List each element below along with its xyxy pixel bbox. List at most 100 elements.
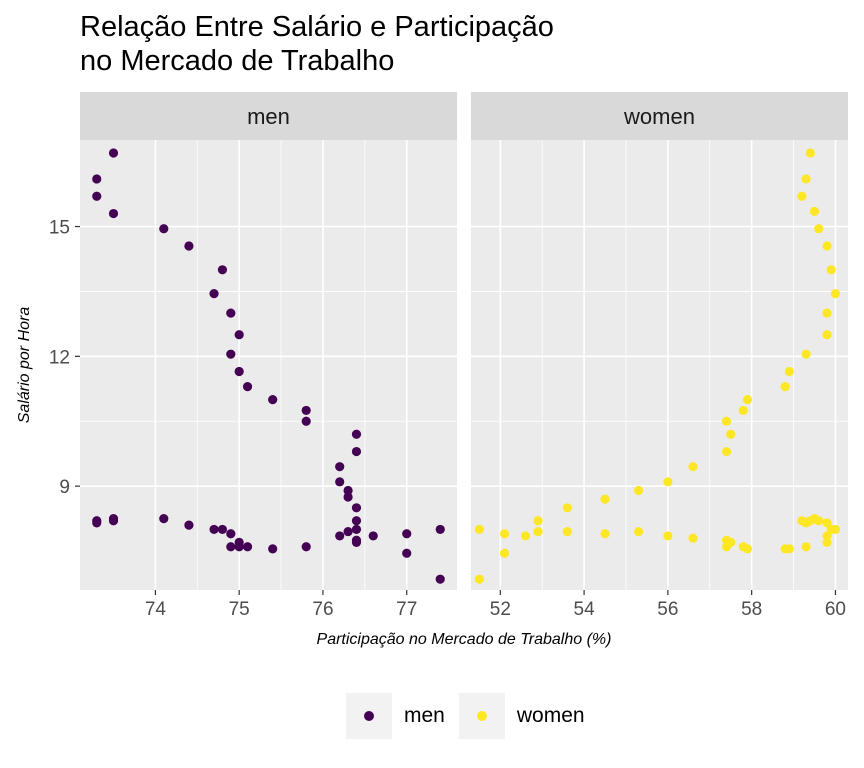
- data-point-men: [234, 330, 244, 340]
- data-point-women: [663, 531, 673, 541]
- y-axis-title: Salário por Hora: [16, 307, 33, 424]
- legend-item-women: women: [458, 693, 585, 739]
- chart-title-line-2: no Mercado de Trabalho: [80, 45, 395, 77]
- x-tick-label: 60: [825, 599, 846, 620]
- legend-label-men: men: [404, 704, 445, 727]
- data-point-women: [822, 241, 832, 251]
- data-point-men: [301, 542, 311, 552]
- x-tick-label: 54: [574, 599, 596, 620]
- chart-title: Relação Entre Salário e Participação no …: [80, 10, 840, 78]
- data-point-women: [784, 544, 794, 554]
- data-point-women: [562, 503, 572, 513]
- data-point-women: [533, 516, 543, 526]
- data-point-women: [738, 405, 748, 416]
- data-point-men: [268, 395, 278, 405]
- data-point-men: [335, 531, 345, 541]
- data-point-women: [474, 574, 484, 584]
- data-point-men: [242, 542, 253, 552]
- data-point-men: [351, 537, 362, 548]
- x-tick-label: 56: [657, 599, 678, 620]
- data-point-men: [108, 208, 119, 219]
- data-point-men: [226, 542, 236, 552]
- data-point-women: [688, 533, 698, 543]
- data-point-women: [721, 542, 732, 552]
- legend-key-women: [458, 693, 505, 739]
- data-point-men: [242, 382, 253, 392]
- data-point-men: [184, 241, 194, 251]
- legend: men women: [346, 692, 599, 740]
- x-tick-label: 74: [145, 599, 167, 620]
- data-point-women: [499, 529, 510, 539]
- data-point-women: [797, 191, 807, 201]
- data-point-men: [268, 544, 278, 554]
- data-point-women: [742, 544, 753, 554]
- data-point-men: [351, 524, 362, 535]
- data-point-women: [742, 395, 753, 405]
- data-point-women: [562, 526, 572, 537]
- data-point-women: [830, 289, 841, 299]
- y-tick-label: 9: [59, 477, 70, 498]
- data-point-men: [301, 416, 311, 426]
- data-point-women: [721, 446, 732, 457]
- data-point-men: [435, 524, 445, 535]
- facet-strip-men: [80, 92, 457, 140]
- scatter-chart: 9 12 15 men 74 75 76 77 women 52 54 56 58 60 Participa…: [16, 92, 848, 648]
- data-point-women: [688, 462, 698, 472]
- y-tick-label: 12: [49, 347, 70, 368]
- data-point-women: [633, 526, 644, 537]
- panel-background-men: [80, 140, 457, 590]
- data-point-women: [663, 477, 673, 487]
- data-point-men: [217, 524, 228, 535]
- chart-title-line-1: Relação Entre Salário e Participação: [80, 11, 554, 43]
- data-point-women: [520, 531, 531, 541]
- data-point-men: [402, 529, 412, 539]
- legend-key-men: [346, 693, 392, 739]
- data-point-men: [351, 503, 362, 513]
- x-tick-label: 77: [396, 599, 417, 620]
- data-point-men: [402, 548, 412, 558]
- data-point-men: [343, 485, 353, 496]
- data-point-men: [343, 526, 353, 537]
- data-point-women: [814, 516, 824, 526]
- data-point-women: [822, 308, 832, 318]
- data-point-women: [822, 330, 832, 340]
- data-point-men: [226, 529, 236, 539]
- data-point-women: [474, 524, 484, 535]
- x-tick-label: 52: [490, 599, 511, 620]
- data-point-men: [435, 574, 445, 584]
- facet-strip-women: [471, 92, 848, 140]
- x-tick-label: 76: [312, 599, 333, 620]
- data-point-men: [92, 174, 102, 184]
- panel-background-women: [471, 140, 848, 590]
- data-point-men: [351, 446, 362, 457]
- data-point-women: [805, 148, 815, 158]
- legend-dot-men: [364, 711, 374, 721]
- legend-dot-women: [476, 711, 487, 721]
- data-point-women: [826, 265, 836, 275]
- data-point-men: [226, 308, 236, 318]
- legend-item-men: men: [346, 693, 445, 739]
- facet-strip-label-women: women: [623, 104, 695, 129]
- data-point-men: [184, 520, 194, 530]
- x-tick-label: 58: [741, 599, 762, 620]
- data-point-men: [335, 462, 345, 472]
- data-point-women: [499, 548, 510, 558]
- y-tick-label: 15: [49, 218, 70, 239]
- data-point-women: [533, 526, 543, 537]
- data-point-women: [633, 485, 644, 496]
- data-point-men: [368, 531, 378, 541]
- data-point-women: [830, 524, 841, 535]
- x-axis-title: Participação no Mercado de Trabalho (%): [317, 631, 612, 648]
- data-point-men: [351, 516, 362, 526]
- data-point-women: [600, 529, 610, 539]
- data-point-women: [721, 416, 732, 426]
- data-point-women: [784, 366, 794, 377]
- data-point-men: [234, 366, 244, 377]
- data-point-men: [159, 224, 169, 234]
- x-tick-label: 75: [229, 599, 250, 620]
- data-point-men: [234, 542, 244, 552]
- data-point-men: [217, 265, 228, 275]
- data-point-women: [814, 224, 824, 234]
- data-point-men: [108, 514, 119, 524]
- data-point-women: [809, 206, 820, 216]
